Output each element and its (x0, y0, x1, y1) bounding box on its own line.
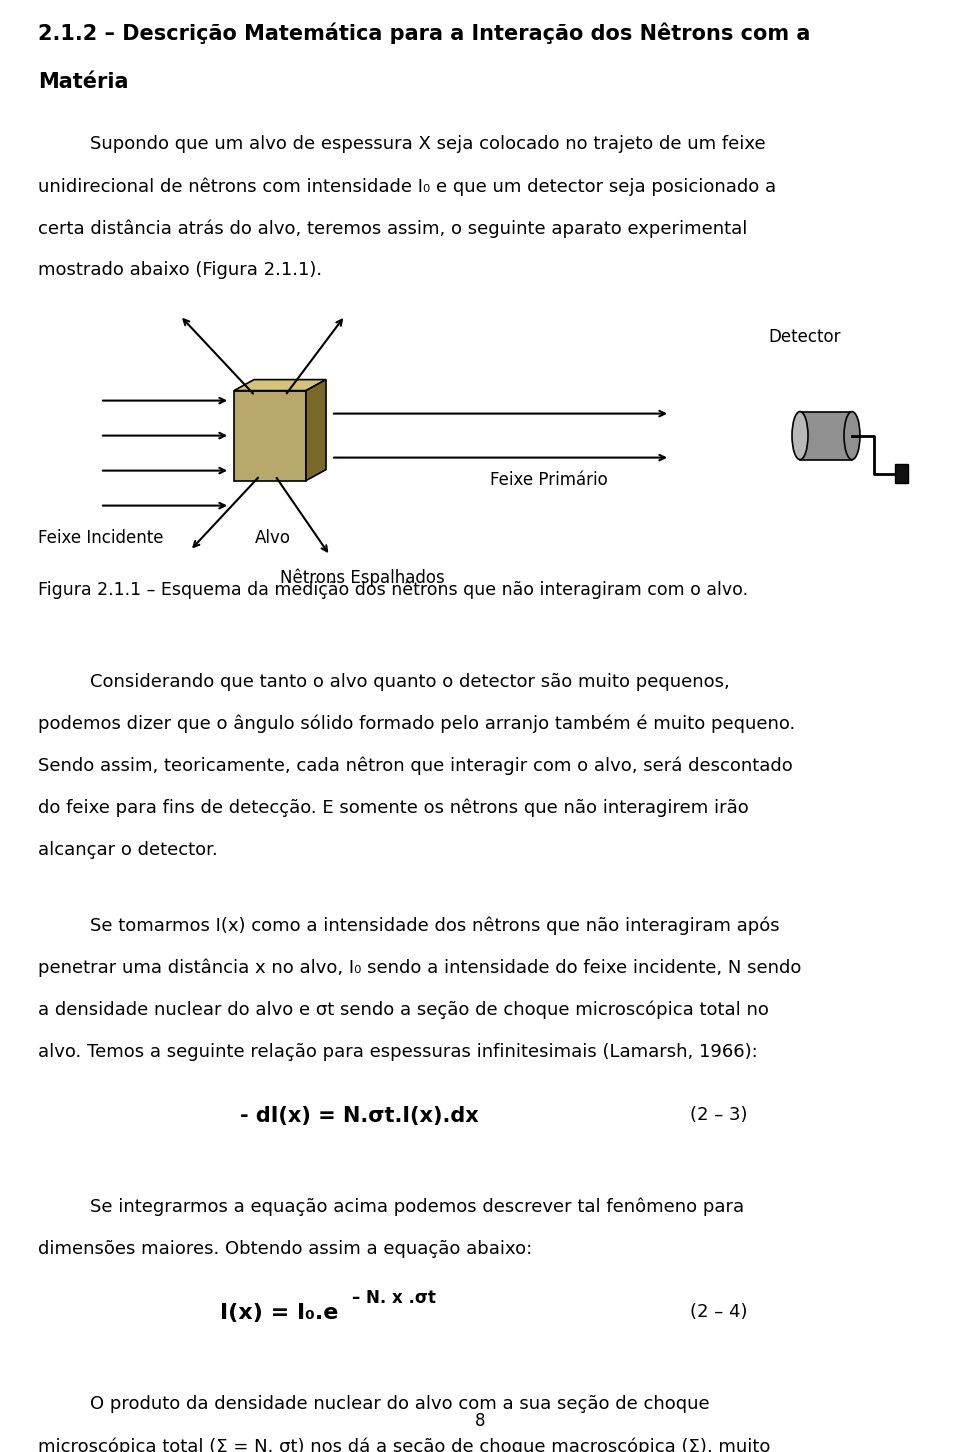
Text: a densidade nuclear do alvo e σt sendo a seção de choque microscópica total no: a densidade nuclear do alvo e σt sendo a… (38, 1000, 769, 1019)
Text: I(x) = I₀.e: I(x) = I₀.e (220, 1302, 338, 1323)
Text: (2 – 3): (2 – 3) (690, 1105, 748, 1124)
Polygon shape (306, 379, 326, 481)
Polygon shape (800, 411, 852, 460)
Text: Figura 2.1.1 – Esquema da medição dos nêtrons que não interagiram com o alvo.: Figura 2.1.1 – Esquema da medição dos nê… (38, 581, 748, 600)
Polygon shape (234, 391, 306, 481)
Text: Sendo assim, teoricamente, cada nêtron que interagir com o alvo, será descontado: Sendo assim, teoricamente, cada nêtron q… (38, 756, 793, 775)
Text: – N. x .σt: – N. x .σt (352, 1289, 436, 1307)
Polygon shape (895, 463, 908, 482)
Text: Nêtrons Espalhados: Nêtrons Espalhados (280, 569, 444, 587)
Text: 8: 8 (475, 1411, 485, 1430)
Text: Detector: Detector (768, 328, 841, 346)
Text: alvo. Temos a seguinte relação para espessuras infinitesimais (Lamarsh, 1966):: alvo. Temos a seguinte relação para espe… (38, 1043, 757, 1060)
Polygon shape (234, 379, 326, 391)
Text: do feixe para fins de detecção. E somente os nêtrons que não interagirem irão: do feixe para fins de detecção. E soment… (38, 799, 749, 817)
Text: Matéria: Matéria (38, 73, 129, 91)
Text: certa distância atrás do alvo, teremos assim, o seguinte aparato experimental: certa distância atrás do alvo, teremos a… (38, 219, 748, 238)
Ellipse shape (792, 411, 808, 460)
Text: Se integrarmos a equação acima podemos descrever tal fenômeno para: Se integrarmos a equação acima podemos d… (90, 1198, 744, 1217)
Text: (2 – 4): (2 – 4) (690, 1302, 748, 1321)
Text: alcançar o detector.: alcançar o detector. (38, 841, 218, 860)
Text: Feixe Primário: Feixe Primário (490, 470, 608, 489)
Text: O produto da densidade nuclear do alvo com a sua seção de choque: O produto da densidade nuclear do alvo c… (90, 1395, 709, 1413)
Text: Considerando que tanto o alvo quanto o detector são muito pequenos,: Considerando que tanto o alvo quanto o d… (90, 672, 730, 691)
Text: Feixe Incidente: Feixe Incidente (38, 529, 163, 546)
Text: Supondo que um alvo de espessura X seja colocado no trajeto de um feixe: Supondo que um alvo de espessura X seja … (90, 135, 766, 152)
Text: dimensões maiores. Obtendo assim a equação abaixo:: dimensões maiores. Obtendo assim a equaç… (38, 1240, 532, 1257)
Text: Alvo: Alvo (255, 529, 291, 546)
Ellipse shape (844, 411, 860, 460)
Text: penetrar uma distância x no alvo, I₀ sendo a intensidade do feixe incidente, N s: penetrar uma distância x no alvo, I₀ sen… (38, 958, 802, 977)
Text: - dI(x) = N.σt.I(x).dx: - dI(x) = N.σt.I(x).dx (240, 1105, 479, 1125)
Text: microscópica total (Σ = N. σt) nos dá a seção de choque macroscópica (Σ), muito: microscópica total (Σ = N. σt) nos dá a … (38, 1437, 770, 1452)
Text: mostrado abaixo (Figura 2.1.1).: mostrado abaixo (Figura 2.1.1). (38, 261, 323, 279)
Text: Se tomarmos I(x) como a intensidade dos nêtrons que não interagiram após: Se tomarmos I(x) como a intensidade dos … (90, 916, 780, 935)
Text: podemos dizer que o ângulo sólido formado pelo arranjo também é muito pequeno.: podemos dizer que o ângulo sólido formad… (38, 714, 795, 733)
Text: unidirecional de nêtrons com intensidade I₀ e que um detector seja posicionado a: unidirecional de nêtrons com intensidade… (38, 177, 776, 196)
Text: 2.1.2 – Descrição Matemática para a Interação dos Nêtrons com a: 2.1.2 – Descrição Matemática para a Inte… (38, 22, 810, 44)
